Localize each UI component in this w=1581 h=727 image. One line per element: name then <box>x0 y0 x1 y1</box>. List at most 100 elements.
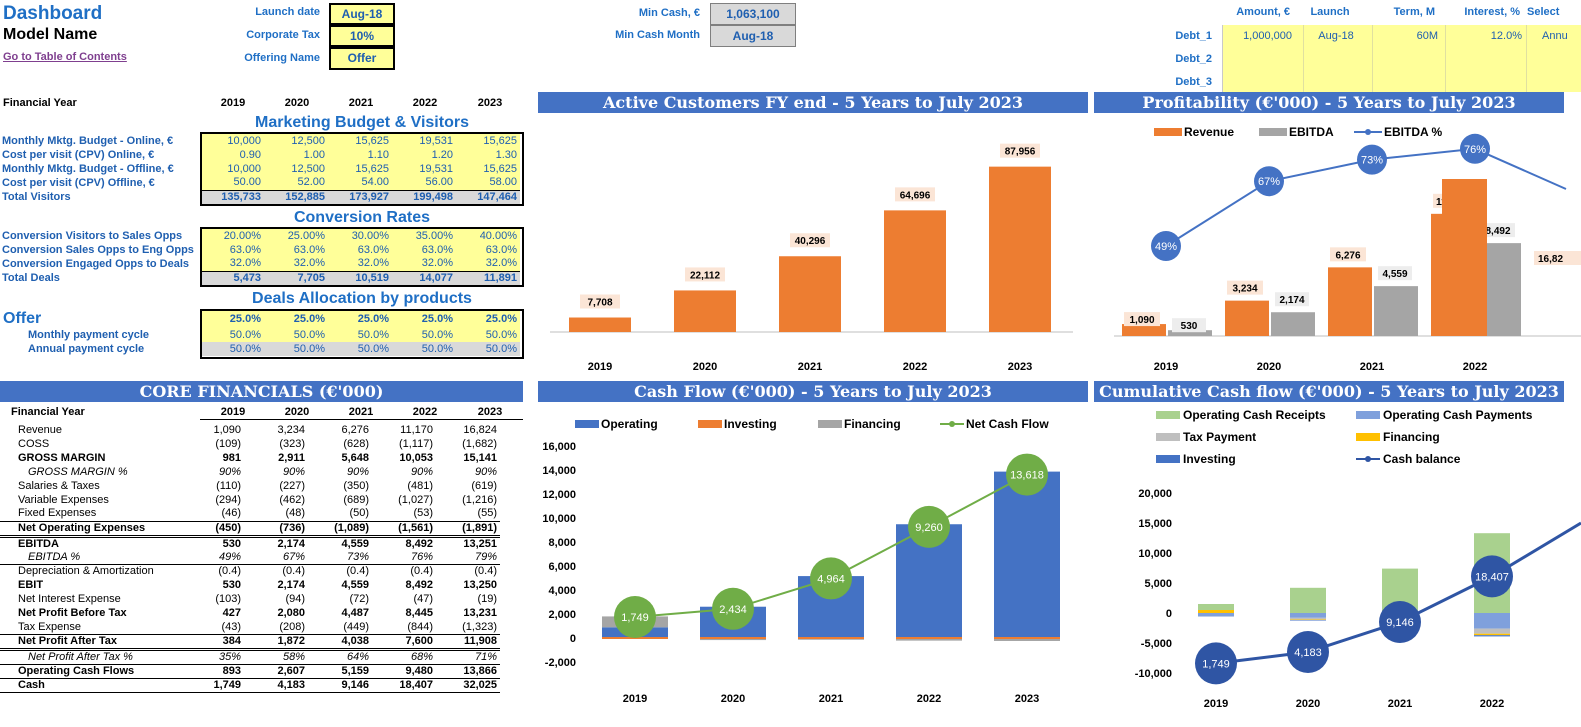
cell[interactable]: 54.00 <box>328 176 392 190</box>
cell: (0.4) <box>346 565 369 578</box>
cell: (46) <box>180 507 244 522</box>
cell[interactable]: 50.0% <box>200 328 264 342</box>
line-marker <box>614 596 656 639</box>
cell: 16,824 <box>463 423 497 436</box>
legend-label: Revenue <box>1184 125 1234 139</box>
table-row: Net Profit After Tax % 35% 58% 64% 68% 71% <box>0 649 500 665</box>
cell: 13,250 <box>463 579 497 591</box>
cell: (1,089) <box>308 521 372 538</box>
cell: 9,146 <box>308 678 372 693</box>
cell[interactable]: 15,625 <box>456 162 520 176</box>
bar <box>884 210 946 332</box>
bar-receipts <box>1290 587 1326 613</box>
cell[interactable]: 25.0% <box>392 311 456 328</box>
cell: (619) <box>471 479 497 492</box>
cell[interactable]: 20.00% <box>200 229 264 243</box>
toc-link[interactable]: Go to Table of Contents <box>3 51 127 63</box>
cell: 3,234 <box>277 423 305 436</box>
cell[interactable]: 32.0% <box>200 257 264 271</box>
cell[interactable]: 50.0% <box>264 328 328 342</box>
offering-name-input[interactable]: Offer <box>329 47 395 70</box>
row-label: Total Deals <box>2 271 60 284</box>
cell: 67% <box>244 550 308 565</box>
debt-1-amount[interactable]: 1,000,000 <box>1243 30 1292 42</box>
cell[interactable]: 32.0% <box>392 257 456 271</box>
cell[interactable]: 19,531 <box>392 134 456 148</box>
legend-swatch <box>818 420 842 428</box>
x-tick-label: 2023 <box>1015 693 1039 705</box>
cell[interactable]: 1.20 <box>392 148 456 162</box>
bar <box>779 256 841 332</box>
cell[interactable]: 32.0% <box>328 257 392 271</box>
legend-label: Investing <box>1183 452 1236 466</box>
table-row: Conversion Sales Opps to Eng Opps 63.0% 6… <box>0 243 520 257</box>
cell: 8,492 <box>405 579 433 591</box>
cell: (1,117) <box>398 437 433 450</box>
debt-1-select[interactable]: Annu <box>1542 30 1568 42</box>
row-label: Net Profit After Tax <box>0 634 180 651</box>
cell[interactable]: 52.00 <box>264 176 328 190</box>
data-label: 64,696 <box>900 190 931 201</box>
cell[interactable]: 32.0% <box>456 257 520 271</box>
cell[interactable]: 25.0% <box>264 311 328 328</box>
debt-1-launch[interactable]: Aug-18 <box>1318 30 1354 42</box>
x-tick-label: 2022 <box>1463 361 1487 373</box>
cell[interactable]: 1.30 <box>456 148 520 162</box>
marketing-table: Monthly Mktg. Budget - Online, € 10,000 1… <box>0 134 520 205</box>
cell[interactable]: 25.00% <box>264 229 328 243</box>
cell[interactable]: 10,000 <box>200 162 264 176</box>
table-row: 25.0% 25.0% 25.0% 25.0% 25.0% <box>0 311 520 328</box>
cell[interactable]: 25.0% <box>200 311 264 328</box>
launch-date-input[interactable]: Aug-18 <box>329 3 395 25</box>
year-header: 2020 <box>284 406 310 418</box>
cell[interactable]: 12,500 <box>264 162 328 176</box>
cell[interactable]: 63.0% <box>264 243 328 257</box>
y-tick-label: 0 <box>570 633 576 645</box>
cell[interactable]: 1.00 <box>264 148 328 162</box>
cell[interactable]: 15,625 <box>456 134 520 148</box>
cell[interactable]: 63.0% <box>200 243 264 257</box>
legend-marker <box>949 421 955 427</box>
cell[interactable]: 50.0% <box>328 328 392 342</box>
cell[interactable]: 32.0% <box>264 257 328 271</box>
cell[interactable]: 58.00 <box>456 176 520 190</box>
cell: 90% <box>218 465 241 478</box>
year-header: 2019 <box>220 97 246 109</box>
legend-swatch <box>1356 433 1380 441</box>
cell[interactable]: 56.00 <box>392 176 456 190</box>
cell[interactable]: 50.0% <box>392 328 456 342</box>
row-label: GROSS MARGIN <box>18 451 106 464</box>
cell[interactable]: 63.0% <box>328 243 392 257</box>
deals-table: 25.0% 25.0% 25.0% 25.0% 25.0% Monthly paymen… <box>0 311 520 356</box>
bar-tax-payment <box>1474 628 1510 634</box>
legend-label: Net Cash Flow <box>966 417 1049 431</box>
cell[interactable]: 1.10 <box>328 148 392 162</box>
cell[interactable]: 35.00% <box>392 229 456 243</box>
cell[interactable]: 15,625 <box>328 134 392 148</box>
cell[interactable]: 50.0% <box>456 328 520 342</box>
cell[interactable]: 19,531 <box>392 162 456 176</box>
cell[interactable]: 10,000 <box>200 134 264 148</box>
cell[interactable]: 63.0% <box>456 243 520 257</box>
y-tick-label: 8,000 <box>548 537 576 549</box>
debt-input-area[interactable] <box>1222 25 1581 92</box>
cell[interactable]: 0.90 <box>200 148 264 162</box>
debt-1-interest[interactable]: 12.0% <box>1490 30 1522 42</box>
cell[interactable]: 25.0% <box>328 311 392 328</box>
cell[interactable]: 50.00 <box>200 176 264 190</box>
cell: 135,733 <box>200 189 264 205</box>
cell[interactable]: 25.0% <box>456 311 520 328</box>
cell[interactable]: 15,625 <box>328 162 392 176</box>
core-financials-table: Revenue 1,090 3,234 6,276 11,170 16,824 COSS (1… <box>0 423 500 693</box>
cell[interactable]: 63.0% <box>392 243 456 257</box>
cell[interactable]: 12,500 <box>264 134 328 148</box>
data-label-bg <box>1330 247 1366 262</box>
cell[interactable]: 30.00% <box>328 229 392 243</box>
cell: 2,174 <box>277 537 305 550</box>
model-name: Model Name <box>3 26 98 43</box>
cell: 35% <box>180 649 244 665</box>
marketing-box <box>200 132 524 206</box>
cell[interactable]: 40.00% <box>456 229 520 243</box>
corporate-tax-input[interactable]: 10% <box>329 25 395 47</box>
debt-1-term[interactable]: 60M <box>1416 30 1438 42</box>
